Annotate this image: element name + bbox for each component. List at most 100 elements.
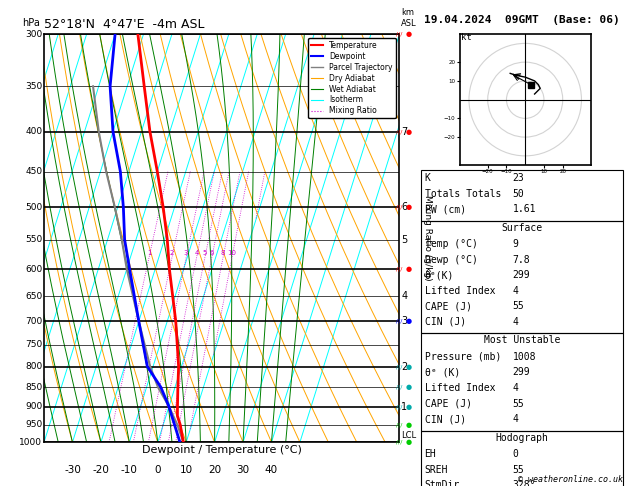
- Text: ●: ●: [406, 318, 412, 324]
- Text: 600: 600: [25, 264, 42, 274]
- Text: 950: 950: [25, 420, 42, 429]
- Text: 4: 4: [194, 250, 199, 256]
- Text: K: K: [425, 173, 430, 183]
- Text: Temp (°C): Temp (°C): [425, 239, 477, 249]
- Text: StmDir: StmDir: [425, 480, 460, 486]
- Text: 50: 50: [513, 189, 525, 199]
- Text: ///: ///: [396, 404, 403, 409]
- Text: 4: 4: [513, 414, 518, 424]
- Text: ●: ●: [406, 129, 412, 135]
- Text: 4: 4: [513, 286, 518, 296]
- Text: 5: 5: [203, 250, 207, 256]
- Text: 19.04.2024  09GMT  (Base: 06): 19.04.2024 09GMT (Base: 06): [424, 15, 620, 25]
- Text: ///: ///: [396, 32, 403, 36]
- Text: CAPE (J): CAPE (J): [425, 301, 472, 312]
- Text: 6: 6: [401, 202, 408, 212]
- Text: ///: ///: [396, 422, 403, 427]
- Text: 450: 450: [25, 167, 42, 176]
- Text: 9: 9: [513, 239, 518, 249]
- Text: 350: 350: [25, 82, 42, 91]
- Text: 6: 6: [209, 250, 214, 256]
- Text: ///: ///: [396, 364, 403, 369]
- Text: CAPE (J): CAPE (J): [425, 399, 472, 409]
- Text: 400: 400: [25, 127, 42, 136]
- Text: Hodograph: Hodograph: [496, 433, 548, 443]
- Text: 1: 1: [147, 250, 151, 256]
- Text: Surface: Surface: [501, 223, 543, 233]
- Text: ●: ●: [406, 266, 412, 272]
- Text: ///: ///: [396, 266, 403, 272]
- Text: ///: ///: [396, 205, 403, 210]
- Text: θᵉ (K): θᵉ (K): [425, 367, 460, 378]
- Text: 4: 4: [513, 317, 518, 327]
- Text: 3: 3: [401, 316, 408, 326]
- Text: 1: 1: [401, 401, 408, 412]
- Text: 1.61: 1.61: [513, 204, 536, 214]
- Text: 550: 550: [25, 235, 42, 244]
- Text: 0: 0: [155, 465, 161, 475]
- Text: 3: 3: [184, 250, 189, 256]
- Text: 40: 40: [265, 465, 278, 475]
- Text: 299: 299: [513, 270, 530, 280]
- Text: 850: 850: [25, 382, 42, 392]
- Text: 700: 700: [25, 317, 42, 326]
- Text: Lifted Index: Lifted Index: [425, 383, 495, 393]
- Text: 55: 55: [513, 301, 525, 312]
- Text: ●: ●: [406, 439, 412, 445]
- Text: EH: EH: [425, 449, 437, 459]
- Text: 2: 2: [401, 362, 408, 372]
- Text: ●: ●: [406, 204, 412, 210]
- Text: 0: 0: [513, 449, 518, 459]
- Text: 750: 750: [25, 340, 42, 349]
- Legend: Temperature, Dewpoint, Parcel Trajectory, Dry Adiabat, Wet Adiabat, Isotherm, Mi: Temperature, Dewpoint, Parcel Trajectory…: [308, 38, 396, 119]
- Text: ///: ///: [396, 319, 403, 324]
- Text: SREH: SREH: [425, 465, 448, 475]
- Text: kt: kt: [462, 33, 472, 42]
- Text: ●: ●: [406, 31, 412, 37]
- Text: 7.8: 7.8: [513, 255, 530, 265]
- Text: ///: ///: [396, 129, 403, 134]
- Text: 55: 55: [513, 399, 525, 409]
- Text: ●: ●: [406, 384, 412, 390]
- Text: © weatheronline.co.uk: © weatheronline.co.uk: [518, 474, 623, 484]
- Text: 2: 2: [170, 250, 174, 256]
- Text: -30: -30: [64, 465, 81, 475]
- Text: Most Unstable: Most Unstable: [484, 335, 560, 346]
- Text: 1000: 1000: [19, 438, 42, 447]
- Text: 8: 8: [221, 250, 225, 256]
- X-axis label: Dewpoint / Temperature (°C): Dewpoint / Temperature (°C): [142, 445, 302, 455]
- Text: 10: 10: [180, 465, 192, 475]
- Text: -20: -20: [92, 465, 109, 475]
- Text: 328°: 328°: [513, 480, 536, 486]
- Text: θᵉ(K): θᵉ(K): [425, 270, 454, 280]
- Text: Totals Totals: Totals Totals: [425, 189, 501, 199]
- Text: ●: ●: [406, 422, 412, 428]
- Text: 30: 30: [237, 465, 250, 475]
- Text: 23: 23: [513, 173, 525, 183]
- Text: ●: ●: [406, 403, 412, 410]
- Text: 4: 4: [401, 291, 408, 301]
- Text: Dewp (°C): Dewp (°C): [425, 255, 477, 265]
- Text: 800: 800: [25, 362, 42, 371]
- Text: Pressure (mb): Pressure (mb): [425, 352, 501, 362]
- Text: ///: ///: [396, 440, 403, 445]
- Text: 4: 4: [513, 383, 518, 393]
- Text: 5: 5: [401, 235, 408, 244]
- Text: ///: ///: [396, 384, 403, 390]
- Text: PW (cm): PW (cm): [425, 204, 465, 214]
- Text: 7: 7: [401, 126, 408, 137]
- Text: ●: ●: [406, 364, 412, 369]
- Text: CIN (J): CIN (J): [425, 317, 465, 327]
- Text: Mixing Ratio (g/kg): Mixing Ratio (g/kg): [423, 195, 432, 281]
- Text: 55: 55: [513, 465, 525, 475]
- Text: 500: 500: [25, 203, 42, 212]
- Text: 300: 300: [25, 30, 42, 38]
- Text: 900: 900: [25, 402, 42, 411]
- Text: -10: -10: [121, 465, 138, 475]
- Text: 650: 650: [25, 292, 42, 301]
- Text: 299: 299: [513, 367, 530, 378]
- Text: 1008: 1008: [513, 352, 536, 362]
- Text: hPa: hPa: [23, 18, 40, 28]
- Text: LCL: LCL: [401, 431, 416, 440]
- Text: km
ASL: km ASL: [401, 8, 417, 28]
